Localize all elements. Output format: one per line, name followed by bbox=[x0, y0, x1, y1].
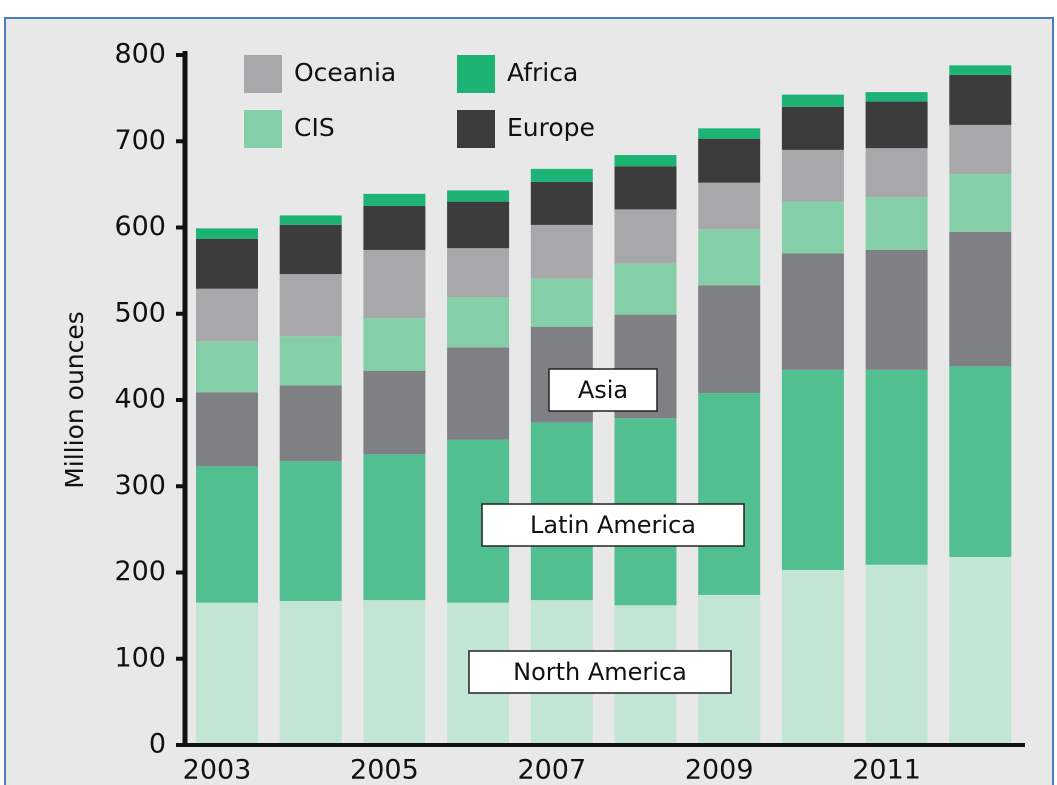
bar-segment bbox=[196, 288, 258, 342]
bar-segment bbox=[614, 209, 677, 264]
x-tick-label: 2005 bbox=[350, 755, 419, 785]
bar-segment bbox=[363, 454, 426, 601]
y-axis-label: Million ounces bbox=[60, 311, 89, 489]
bar-segment bbox=[279, 385, 342, 462]
bar-segment bbox=[781, 94, 844, 107]
bar-segment bbox=[279, 274, 342, 337]
legend-label: Oceania bbox=[294, 58, 396, 87]
bar-segment bbox=[363, 600, 426, 745]
bar-segment bbox=[865, 101, 928, 149]
bar-segment bbox=[196, 341, 258, 393]
series-label: Latin America bbox=[530, 511, 696, 539]
legend-swatch bbox=[457, 110, 495, 148]
bar-segment bbox=[530, 278, 593, 327]
legend-label: Europe bbox=[507, 113, 595, 142]
x-tick-label: 2009 bbox=[685, 755, 754, 785]
bar-segment bbox=[781, 201, 844, 254]
bar-segment bbox=[781, 569, 844, 745]
bar-segment bbox=[196, 602, 258, 745]
bar-segment bbox=[363, 318, 426, 371]
bar-segment bbox=[363, 249, 426, 319]
bar-segment bbox=[614, 166, 677, 210]
y-tick-label: 500 bbox=[114, 297, 166, 328]
bar-segment bbox=[949, 366, 1012, 557]
y-tick-label: 400 bbox=[114, 384, 166, 415]
bar-segment bbox=[949, 124, 1012, 175]
bar-segment bbox=[698, 138, 761, 183]
bar-segment bbox=[781, 106, 844, 150]
bar-segment bbox=[865, 148, 928, 198]
bar-segment bbox=[865, 197, 928, 250]
y-tick-label: 100 bbox=[114, 642, 166, 673]
bar-segment bbox=[781, 149, 844, 202]
bar-segment bbox=[698, 182, 761, 230]
bar-segment bbox=[781, 369, 844, 570]
bar-segment bbox=[196, 466, 258, 603]
bar-segment bbox=[363, 193, 426, 206]
y-tick-label: 200 bbox=[114, 556, 166, 587]
bar-segment bbox=[363, 205, 426, 250]
bar-segment bbox=[949, 174, 1012, 232]
legend-swatch bbox=[244, 110, 282, 148]
bar-segment bbox=[781, 253, 844, 370]
bar-segment bbox=[865, 249, 928, 370]
y-tick-label: 300 bbox=[114, 470, 166, 501]
y-tick-label: 800 bbox=[114, 39, 166, 70]
bar-segment bbox=[949, 556, 1012, 745]
bar-segment bbox=[865, 369, 928, 565]
series-label-box bbox=[548, 368, 658, 412]
bar-segment bbox=[530, 168, 593, 182]
bar-segment bbox=[614, 263, 677, 315]
bar-segment bbox=[447, 201, 510, 249]
legend-label: CIS bbox=[294, 113, 335, 142]
bar-segment bbox=[447, 347, 510, 440]
bar-segment bbox=[279, 461, 342, 601]
legend-label: Africa bbox=[507, 58, 578, 87]
bar-segment bbox=[196, 238, 258, 289]
bar-segment bbox=[447, 297, 510, 348]
bar-segment bbox=[447, 248, 510, 298]
bar-segment bbox=[698, 393, 761, 595]
legend-swatch bbox=[244, 55, 282, 93]
y-tick-label: 0 bbox=[149, 729, 166, 760]
bar-segment bbox=[698, 128, 761, 139]
bar-segment bbox=[279, 224, 342, 275]
bar-segment bbox=[614, 155, 677, 167]
x-tick-label: 2007 bbox=[517, 755, 586, 785]
legend-swatch bbox=[457, 55, 495, 93]
x-tick-label: 2011 bbox=[852, 755, 921, 785]
series-label: Asia bbox=[578, 376, 628, 404]
series-label: North America bbox=[513, 658, 687, 686]
y-tick-label: 700 bbox=[114, 125, 166, 156]
bar-segment bbox=[279, 600, 342, 745]
bar-segment bbox=[530, 224, 593, 279]
bar-segment bbox=[949, 231, 1012, 367]
bar-segment bbox=[196, 228, 258, 239]
bar-segment bbox=[279, 336, 342, 386]
bar-segment bbox=[949, 74, 1012, 125]
bar-segment bbox=[949, 65, 1012, 75]
bar-segment bbox=[865, 92, 928, 102]
bar-segment bbox=[698, 285, 761, 394]
bar-segment bbox=[698, 229, 761, 286]
bar-segment bbox=[447, 190, 510, 202]
bar-segment bbox=[865, 564, 928, 745]
bar-segment bbox=[363, 370, 426, 455]
series-label-box bbox=[481, 503, 745, 547]
x-tick-label: 2003 bbox=[183, 755, 252, 785]
bar-segment bbox=[530, 181, 593, 225]
y-tick-label: 600 bbox=[114, 211, 166, 242]
bar-segment bbox=[279, 215, 342, 225]
series-label-box bbox=[468, 650, 732, 694]
bar-segment bbox=[196, 392, 258, 467]
